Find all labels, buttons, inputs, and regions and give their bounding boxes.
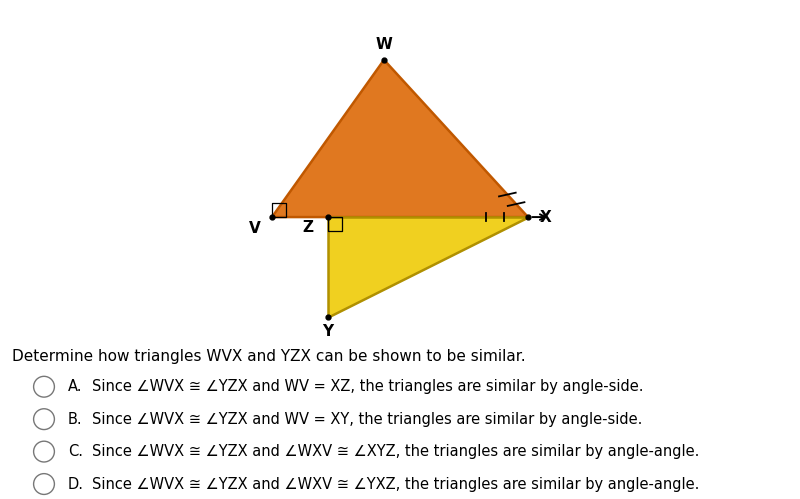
Text: B.: B. (68, 412, 82, 427)
Text: V: V (249, 221, 260, 236)
Text: X: X (540, 210, 551, 225)
Text: Z: Z (302, 220, 314, 235)
Polygon shape (272, 60, 528, 217)
Text: Since ∠WVX ≅ ∠YZX and ∠WXV ≅ ∠XYZ, the triangles are similar by angle-angle.: Since ∠WVX ≅ ∠YZX and ∠WXV ≅ ∠XYZ, the t… (92, 444, 699, 459)
Text: D.: D. (68, 477, 84, 492)
Text: Since ∠WVX ≅ ∠YZX and WV = XY, the triangles are similar by angle-side.: Since ∠WVX ≅ ∠YZX and WV = XY, the trian… (92, 412, 642, 427)
Text: A.: A. (68, 379, 82, 394)
Text: Y: Y (322, 324, 334, 339)
Text: W: W (375, 37, 393, 52)
Text: Determine how triangles WVX and YZX can be shown to be similar.: Determine how triangles WVX and YZX can … (12, 349, 526, 364)
Text: Since ∠WVX ≅ ∠YZX and WV = XZ, the triangles are similar by angle-side.: Since ∠WVX ≅ ∠YZX and WV = XZ, the trian… (92, 379, 643, 394)
Text: C.: C. (68, 444, 83, 459)
Text: Since ∠WVX ≅ ∠YZX and ∠WXV ≅ ∠YXZ, the triangles are similar by angle-angle.: Since ∠WVX ≅ ∠YZX and ∠WXV ≅ ∠YXZ, the t… (92, 477, 699, 492)
Polygon shape (328, 217, 528, 317)
